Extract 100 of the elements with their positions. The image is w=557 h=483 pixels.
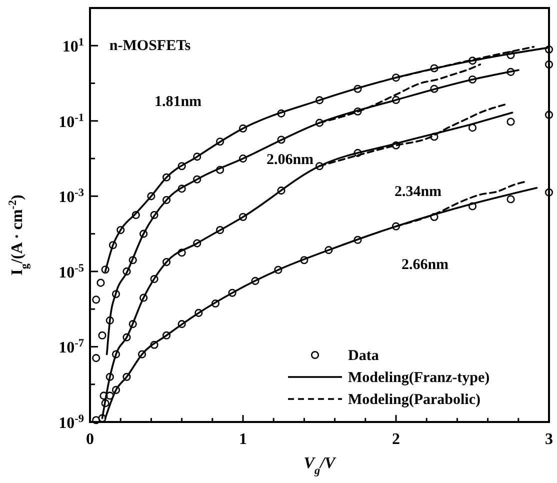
point — [430, 64, 438, 72]
y-tick-label: 10$^{-5}$ — [58, 262, 84, 282]
point — [315, 118, 324, 127]
point — [98, 331, 106, 340]
annotation: 2.34nm — [394, 184, 442, 200]
point — [140, 294, 148, 302]
point — [150, 210, 158, 220]
point — [112, 386, 120, 394]
point — [506, 195, 515, 204]
point — [430, 212, 438, 222]
point — [506, 51, 515, 60]
point — [122, 267, 131, 276]
y-tick-label: 10$^{-7}$ — [58, 338, 84, 357]
point — [238, 154, 248, 163]
point — [92, 416, 100, 424]
point — [354, 107, 362, 116]
point — [96, 278, 105, 287]
point — [194, 308, 203, 317]
x-tick-label: 3 — [545, 431, 553, 448]
point — [150, 274, 158, 284]
point — [108, 241, 117, 250]
point — [193, 152, 202, 161]
point — [392, 141, 400, 150]
point — [300, 256, 308, 264]
point — [178, 248, 186, 257]
x-tick-label: 1 — [239, 431, 247, 448]
point — [138, 350, 146, 358]
point — [122, 333, 131, 342]
point — [228, 288, 236, 297]
x-tick-label: 2 — [392, 431, 400, 448]
point — [140, 230, 148, 238]
point — [178, 184, 186, 193]
annotation: n-MOSFETs — [109, 38, 191, 54]
point — [162, 331, 171, 340]
point — [128, 256, 137, 264]
point — [468, 124, 477, 132]
point — [106, 316, 114, 324]
point — [315, 162, 324, 170]
point — [128, 320, 137, 328]
legend-label: Modeling(Franz-type) — [348, 370, 490, 386]
point — [238, 124, 248, 132]
x-axis-title: V$_{g}$/V — [304, 455, 337, 477]
point — [216, 226, 224, 234]
point — [162, 258, 171, 266]
y-tick-label: 10$^{1}$ — [62, 36, 84, 56]
point — [116, 226, 125, 234]
annotation: 1.81nm — [154, 94, 202, 110]
point — [147, 192, 156, 200]
point — [100, 392, 108, 400]
point — [274, 266, 282, 274]
y-tick-label: 10$^{-1}$ — [58, 112, 84, 131]
point — [122, 372, 131, 381]
point — [544, 110, 554, 119]
point — [324, 246, 333, 254]
point — [238, 212, 248, 222]
point — [315, 96, 324, 104]
point — [92, 354, 100, 362]
point — [506, 118, 515, 126]
point — [392, 74, 400, 82]
point — [216, 138, 224, 146]
x-tick-label: 0 — [86, 431, 94, 448]
point — [101, 399, 110, 408]
point — [193, 239, 202, 248]
point — [101, 266, 110, 274]
point — [354, 236, 362, 244]
point — [251, 276, 260, 285]
annotation: 2.06nm — [266, 152, 314, 168]
point — [277, 186, 286, 195]
annotation: 2.66nm — [401, 257, 450, 273]
point — [544, 60, 554, 68]
point — [277, 109, 286, 118]
point — [544, 188, 554, 196]
point — [162, 196, 171, 204]
point — [211, 299, 220, 308]
point — [132, 210, 140, 220]
point — [178, 320, 186, 328]
point — [106, 372, 114, 381]
point — [354, 148, 362, 157]
point — [150, 340, 158, 349]
point — [544, 45, 554, 54]
legend-label: Modeling(Parabolic) — [348, 392, 480, 408]
point — [193, 175, 202, 184]
point — [430, 84, 438, 93]
point — [506, 68, 515, 76]
point — [112, 290, 120, 298]
y-tick-label: 10$^{-9}$ — [58, 413, 84, 432]
point — [112, 350, 120, 358]
point — [468, 202, 477, 210]
y-tick-label: 10$^{-3}$ — [58, 187, 84, 206]
point — [162, 173, 171, 182]
point — [216, 166, 224, 174]
point — [468, 56, 477, 65]
point — [468, 75, 477, 84]
legend-label: Data — [348, 348, 380, 364]
point — [106, 392, 114, 400]
point — [277, 136, 286, 144]
point — [430, 132, 438, 141]
point — [92, 296, 100, 304]
point — [354, 84, 362, 93]
point — [178, 162, 186, 170]
